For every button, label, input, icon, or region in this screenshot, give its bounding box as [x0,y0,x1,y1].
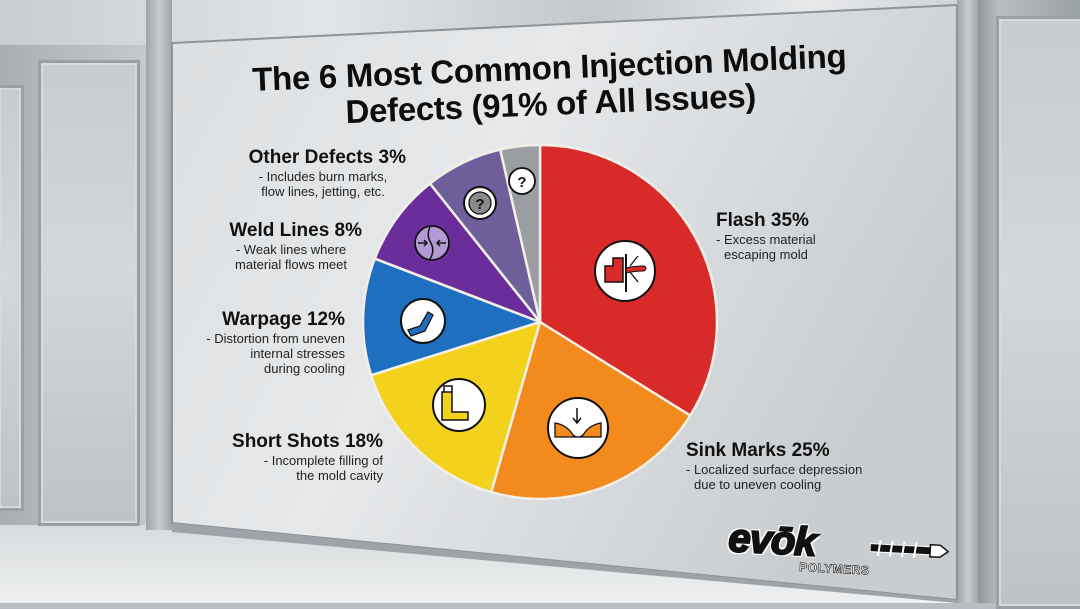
flash-icon [594,240,656,302]
label-desc: during cooling [264,361,345,376]
glass-pane [38,60,140,526]
label-desc: - Excess material [716,232,816,247]
label-sink-marks: Sink Marks 25% - Localized surface depre… [686,440,916,492]
label-warpage: Warpage 12% - Distortion from uneven int… [195,309,345,376]
label-desc: - Distortion from uneven [206,331,345,346]
left-glass-door [0,45,146,526]
label-other-defects: Other Defects 3% - Includes burn marks, … [200,147,406,199]
question-icon: ? [463,186,497,220]
wall-post [957,0,979,603]
short-shot-icon [432,378,486,432]
label-desc: - Includes burn marks, [258,169,388,184]
logo-subtitle: POLYMERS [798,559,870,578]
label-desc: the mold cavity [296,468,383,483]
label-heading: Short Shots 18% [232,431,383,452]
glass-pane [996,16,1080,609]
label-short-shots: Short Shots 18% - Incomplete filling of … [225,431,383,483]
weld-line-icon [414,225,450,261]
label-heading: Flash 35% [716,210,809,231]
label-desc: - Weak lines where [235,242,347,257]
label-desc: - Incomplete filling of [263,453,383,468]
evok-polymers-logo: evōk POLYMERS [726,515,952,588]
wall-post [146,0,172,530]
label-heading: Weld Lines 8% [229,220,362,241]
label-heading: Sink Marks 25% [686,440,830,461]
label-desc: internal stresses [250,346,345,361]
label-desc: due to uneven cooling [694,477,822,492]
label-desc: flow lines, jetting, etc. [261,184,385,199]
label-heading: Warpage 12% [222,309,345,330]
label-desc: escaping mold [724,247,808,262]
label-heading: Other Defects 3% [248,147,406,168]
svg-text:?: ? [517,174,526,191]
label-desc: - Localized surface depression [686,462,863,477]
slice-warpage[interactable] [361,257,542,377]
label-weld-lines: Weld Lines 8% - Weak lines where materia… [200,220,362,272]
glass-pane [0,85,24,511]
label-desc: material flows meet [235,257,347,272]
warpage-icon [400,298,446,344]
screw-icon [869,539,950,559]
slice-weld-lines[interactable] [373,182,542,324]
label-flash: Flash 35% - Excess material escaping mol… [716,210,896,262]
logo-wordmark: evōk [726,515,817,566]
question-icon: ? [508,167,536,195]
right-glass-door [978,0,1080,609]
sink-mark-icon [547,397,609,459]
svg-text:?: ? [475,196,484,213]
